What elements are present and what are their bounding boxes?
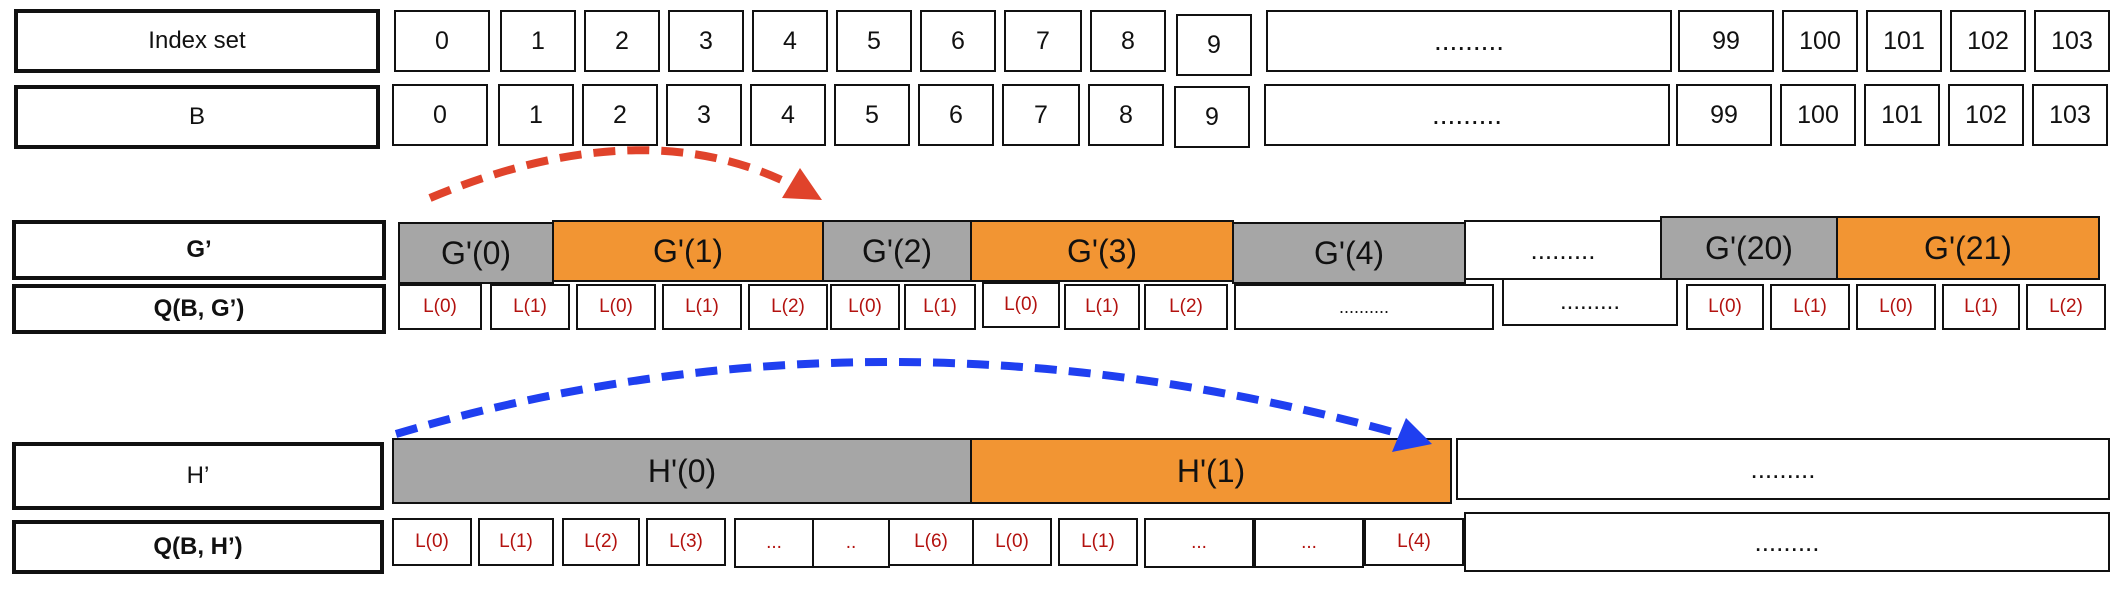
q-g-cell: L(0)	[1856, 284, 1936, 330]
index-set-cell: 99	[1678, 10, 1774, 72]
blue-dashed-arrow	[394, 358, 1402, 438]
index-set-cell: 4	[752, 10, 828, 72]
h-ellipsis: .........	[1456, 438, 2110, 500]
q-g-ellipsis: ..........	[1234, 284, 1494, 330]
b-cell: 102	[1948, 84, 2024, 146]
h-segment: H'(0)	[392, 438, 972, 504]
g-segment: G'(0)	[398, 222, 554, 284]
row-label-h-prime: H’	[12, 442, 384, 510]
q-g-cell: L(0)	[398, 284, 482, 330]
q-g-cell: L(1)	[1064, 284, 1140, 330]
q-g-cell: L(1)	[1942, 284, 2020, 330]
q-g-cell: L(0)	[830, 284, 900, 330]
red-dashed-arrow	[428, 146, 792, 202]
index-set-cell: 2	[584, 10, 660, 72]
red-arrowhead	[782, 168, 822, 200]
row-label-q-b-g: Q(B, G’)	[12, 284, 386, 334]
q-g-cell: L(1)	[904, 284, 976, 330]
g-segment: G'(3)	[970, 220, 1234, 282]
q-g-cell: L(2)	[748, 284, 828, 330]
row-label-b: B	[14, 85, 380, 149]
q-h-cell: L(2)	[562, 518, 640, 566]
b-cell: 100	[1780, 84, 1856, 146]
q-g-cell: L(1)	[1770, 284, 1850, 330]
b-cell: 8	[1088, 84, 1164, 146]
b-cell: 7	[1002, 84, 1080, 146]
row-label-index-set: Index set	[14, 9, 380, 73]
index-set-cell: 1	[500, 10, 576, 72]
index-set-cell: 7	[1004, 10, 1082, 72]
index-set-cell: 5	[836, 10, 912, 72]
b-cell: 5	[834, 84, 910, 146]
g-segment: G'(21)	[1836, 216, 2100, 280]
g-segment: G'(2)	[822, 220, 972, 282]
blue-arrowhead	[1392, 418, 1432, 452]
b-cell: 1	[498, 84, 574, 146]
q-g-cell: L(0)	[1686, 284, 1764, 330]
q-g-ellipsis: .........	[1502, 278, 1678, 326]
q-h-cell: L(4)	[1364, 518, 1464, 566]
q-h-cell: ..	[812, 518, 890, 568]
q-h-cell: ...	[1144, 518, 1254, 568]
b-cell: 0	[392, 84, 488, 146]
b-cell: 4	[750, 84, 826, 146]
q-g-cell: L(1)	[662, 284, 742, 330]
index-set-cell: 9	[1176, 14, 1252, 76]
index-set-cell: 3	[668, 10, 744, 72]
g-segment: G'(20)	[1660, 216, 1838, 280]
q-h-cell: L(1)	[1058, 518, 1138, 566]
index-set-cell: 0	[394, 10, 490, 72]
q-h-cell: ...	[1254, 518, 1364, 568]
g-segment: G'(4)	[1232, 222, 1466, 284]
row-label-g-prime: G’	[12, 220, 386, 280]
q-h-cell: L(1)	[478, 518, 554, 566]
q-h-cell: L(3)	[646, 518, 726, 566]
q-g-cell: L(0)	[982, 282, 1060, 328]
index-set-cell: 102	[1950, 10, 2026, 72]
row-label-q-b-h: Q(B, H’)	[12, 520, 384, 574]
b-cell: 101	[1864, 84, 1940, 146]
index-set-cell: 8	[1090, 10, 1166, 72]
index-set-cell: 100	[1782, 10, 1858, 72]
q-h-cell: L(0)	[392, 518, 472, 566]
b-cell: 3	[666, 84, 742, 146]
index-set-ellipsis: .........	[1266, 10, 1672, 72]
b-cell: 99	[1676, 84, 1772, 146]
q-g-cell: L(2)	[2026, 284, 2106, 330]
q-g-cell: L(2)	[1144, 284, 1228, 330]
index-set-cell: 6	[920, 10, 996, 72]
h-segment: H'(1)	[970, 438, 1452, 504]
b-cell: 103	[2032, 84, 2108, 146]
b-cell: 9	[1174, 86, 1250, 148]
b-cell: 2	[582, 84, 658, 146]
g-segment: G'(1)	[552, 220, 824, 282]
index-set-cell: 101	[1866, 10, 1942, 72]
q-h-ellipsis: .........	[1464, 512, 2110, 572]
b-ellipsis: .........	[1264, 84, 1670, 146]
q-h-cell: L(6)	[888, 518, 974, 566]
q-h-cell: L(0)	[972, 518, 1052, 566]
b-cell: 6	[918, 84, 994, 146]
q-g-cell: L(0)	[576, 284, 656, 330]
index-set-cell: 103	[2034, 10, 2110, 72]
q-g-cell: L(1)	[490, 284, 570, 330]
